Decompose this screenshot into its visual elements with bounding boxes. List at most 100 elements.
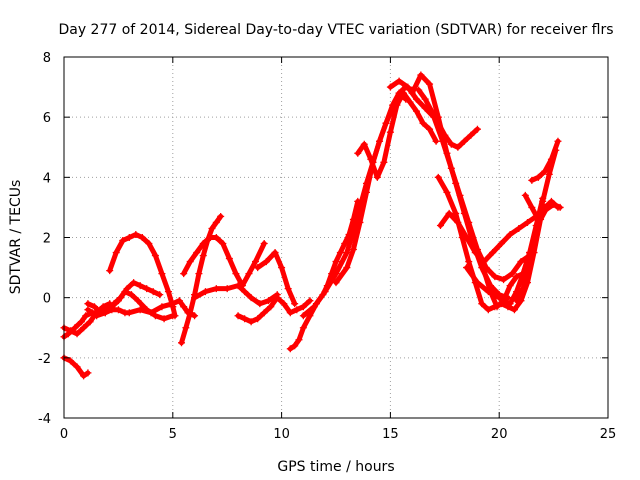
data-point	[232, 270, 240, 278]
y-tick-label: 8	[43, 51, 51, 66]
data-point	[506, 300, 514, 308]
data-point	[406, 98, 414, 106]
data-point	[497, 240, 505, 248]
data-point	[454, 143, 462, 151]
data-point	[86, 318, 94, 326]
x-tick-label: 25	[600, 427, 617, 442]
data-point	[114, 306, 122, 314]
data-point	[356, 218, 364, 226]
data-point	[404, 83, 412, 91]
data-point	[463, 234, 471, 241]
data-point	[519, 285, 527, 293]
data-point	[90, 303, 98, 311]
data-series-s15	[354, 89, 440, 181]
data-series-s9	[191, 282, 281, 308]
y-axis-label: SDTVAR / TECUs	[8, 180, 24, 295]
data-point	[332, 258, 340, 266]
data-point	[125, 234, 133, 241]
data-point	[349, 246, 357, 254]
data-point	[182, 324, 190, 332]
data-point	[241, 315, 249, 323]
data-point	[219, 240, 227, 248]
data-point	[506, 282, 514, 290]
data-series-s12	[286, 197, 362, 353]
data-point	[493, 303, 501, 311]
data-point	[426, 80, 434, 88]
data-point	[515, 224, 523, 232]
data-point	[473, 125, 481, 133]
data-point	[73, 363, 81, 371]
data-point	[441, 131, 449, 139]
data-point	[293, 306, 301, 314]
data-point	[158, 303, 166, 311]
data-point	[321, 288, 329, 296]
series-line	[387, 78, 533, 283]
data-point	[343, 249, 351, 257]
data-point	[517, 258, 525, 266]
data-point	[77, 318, 85, 326]
data-point	[508, 270, 516, 278]
data-point	[251, 258, 259, 266]
y-tick-label: 6	[43, 111, 51, 126]
data-point	[284, 285, 292, 293]
data-point	[156, 291, 164, 299]
data-point	[199, 252, 207, 260]
data-point	[234, 282, 242, 290]
data-point	[80, 372, 88, 380]
data-point	[265, 297, 273, 305]
data-point	[310, 303, 318, 311]
data-series-s1	[60, 354, 92, 380]
data-point	[489, 249, 497, 257]
data-point	[127, 291, 135, 299]
data-point	[360, 140, 368, 148]
data-series-s4	[106, 230, 179, 320]
data-point	[299, 324, 307, 332]
data-point	[267, 303, 275, 311]
data-point	[386, 128, 394, 136]
series-line	[192, 283, 280, 307]
data-point	[223, 285, 231, 293]
x-tick-label: 10	[273, 427, 290, 442]
data-point	[286, 309, 294, 317]
data-point	[500, 276, 508, 284]
data-point	[534, 173, 542, 181]
data-point	[454, 218, 462, 226]
data-point	[119, 237, 127, 245]
data-point	[417, 71, 425, 79]
y-tick-label: -4	[38, 412, 51, 427]
data-point	[506, 230, 514, 238]
data-point	[247, 318, 255, 326]
data-point	[419, 119, 427, 127]
data-point	[67, 327, 75, 335]
data-series-s18	[415, 86, 481, 151]
data-point	[278, 264, 286, 272]
data-point	[532, 227, 540, 235]
data-point	[495, 294, 503, 302]
data-point	[415, 86, 423, 94]
data-point	[460, 209, 468, 217]
data-point	[262, 258, 270, 266]
data-point	[260, 240, 268, 248]
y-tick-label: 0	[43, 292, 51, 307]
data-series-s7	[178, 212, 225, 347]
data-point	[212, 285, 220, 293]
data-point	[484, 306, 492, 314]
data-point	[480, 258, 488, 266]
data-point	[84, 306, 92, 314]
data-point	[547, 155, 555, 163]
data-point	[106, 267, 114, 275]
data-point	[393, 101, 401, 109]
x-tick-label: 5	[169, 427, 177, 442]
data-point	[528, 176, 536, 184]
data-point	[443, 188, 451, 196]
data-point	[434, 119, 442, 127]
data-point	[271, 249, 279, 257]
data-point	[254, 264, 262, 272]
data-point	[443, 149, 451, 157]
data-point	[130, 279, 138, 287]
data-point	[500, 297, 508, 305]
data-point	[82, 312, 90, 320]
y-tick-label: 2	[43, 232, 51, 247]
data-point	[513, 297, 521, 305]
data-series-s16	[386, 77, 534, 284]
